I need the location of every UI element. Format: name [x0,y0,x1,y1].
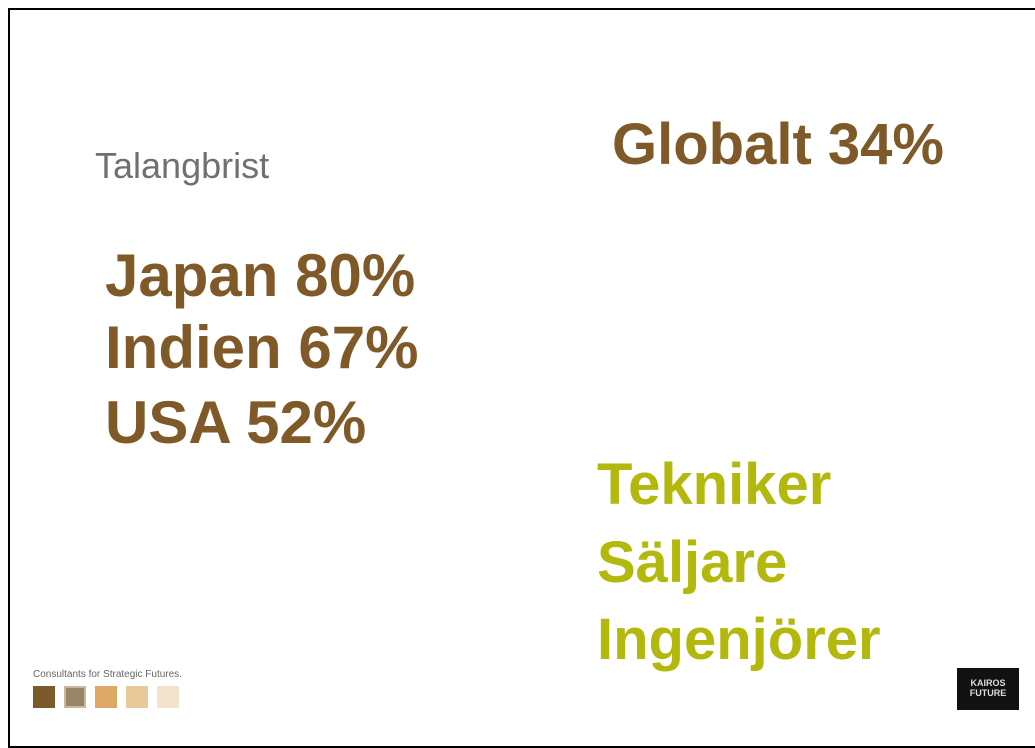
swatch [33,686,55,708]
country-stat: Japan 80% [105,242,416,309]
logo: KAIROS FUTURE [957,668,1019,710]
logo-text: KAIROS [970,678,1006,689]
swatch [95,686,117,708]
swatch [64,686,86,708]
swatch [157,686,179,708]
tagline: Consultants for Strategic Futures. [33,669,182,680]
global-stat: Globalt 34% [612,112,944,177]
title: Talangbrist [95,145,270,186]
slide: Talangbrist Globalt 34% Japan 80% Indien… [8,8,1035,748]
country-stat: Indien 67% [105,314,419,381]
role: Tekniker [597,452,832,517]
role: Ingenjörer [597,607,881,672]
swatch [126,686,148,708]
role: Säljare [597,530,788,595]
country-stat: USA 52% [105,389,367,456]
logo-text: FUTURE [969,688,1007,698]
